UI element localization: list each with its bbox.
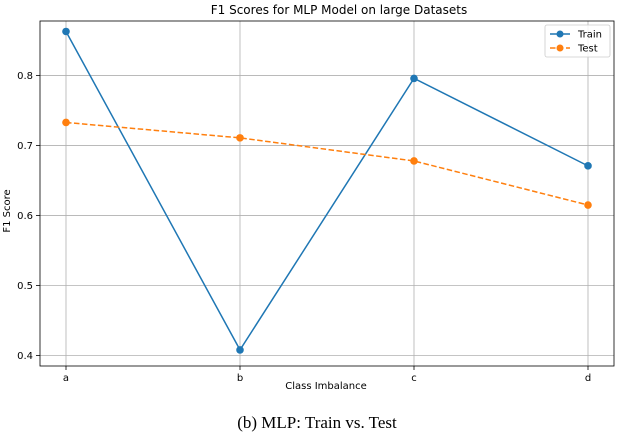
axes: a b c d 0.4 0.5 0.6 0.7 0.8	[17, 20, 615, 384]
legend-marker-test	[556, 44, 564, 52]
data-point-test	[410, 157, 418, 165]
x-axis-label: Class Imbalance	[285, 381, 367, 392]
x-tick-label: d	[585, 373, 591, 384]
x-tick-label: c	[411, 373, 417, 384]
figure-caption: (b) MLP: Train vs. Test	[237, 413, 397, 432]
series-line-test	[65, 121, 589, 206]
y-tick-label: 0.7	[17, 141, 33, 152]
y-tick-label: 0.5	[17, 281, 33, 292]
data-point-train	[236, 346, 244, 354]
data-point-train	[62, 27, 70, 36]
x-tick-label: a	[63, 373, 69, 384]
plot-frame	[39, 20, 615, 367]
data-point-train	[410, 74, 418, 83]
legend: Train Test	[544, 24, 611, 58]
x-tick-label: b	[237, 373, 243, 384]
legend-marker-train	[556, 30, 564, 38]
grid	[40, 21, 614, 366]
data-point-test	[62, 118, 70, 127]
chart-title: F1 Scores for MLP Model on large Dataset…	[211, 3, 468, 17]
data-point-test	[584, 201, 592, 209]
chart: F1 Scores for MLP Model on large Dataset…	[2, 3, 615, 392]
legend-label-train: Train	[577, 30, 602, 41]
series-line-train	[65, 31, 589, 352]
legend-label-test: Test	[577, 44, 598, 55]
y-tick-label: 0.6	[17, 211, 33, 222]
y-tick-label: 0.8	[17, 71, 33, 82]
y-axis-label: F1 Score	[2, 189, 13, 232]
series-layer	[62, 27, 592, 354]
data-point-test	[236, 134, 244, 142]
data-point-train	[584, 162, 592, 170]
y-tick-label: 0.4	[17, 351, 33, 362]
